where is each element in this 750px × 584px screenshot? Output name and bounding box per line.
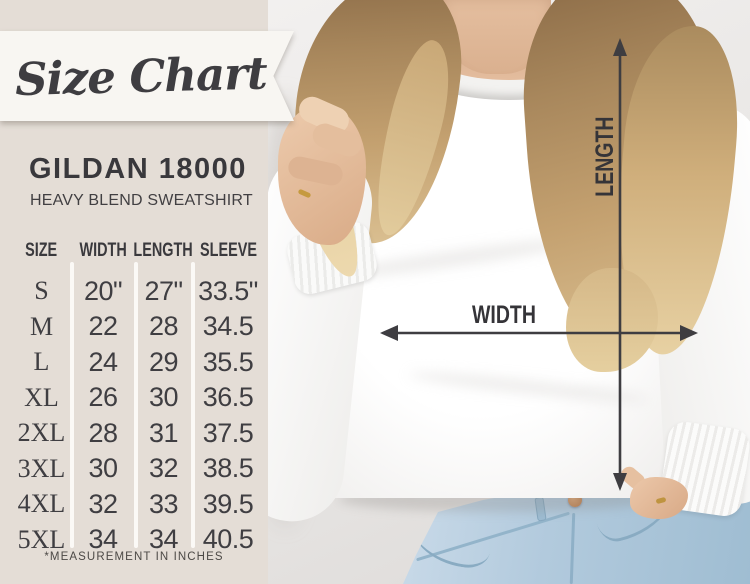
width-cell: 26 [88,382,118,413]
ribbon-shape: Size Chart [0,31,294,121]
page-title: Size Chart [14,46,268,106]
model-hair-ends [566,268,658,372]
table-column-divider [191,262,195,548]
sleeve-cell: 38.5 [202,453,254,484]
width-cell: 24 [88,346,118,377]
table-column-divider [70,262,74,548]
size-cell: S [34,276,49,306]
length-cell: 34 [148,524,179,555]
column-header-size: SIZE [25,240,58,261]
sleeve-cell: 36.5 [202,382,254,413]
sleeve-cell: 40.5 [202,524,254,555]
size-cell: 3XL [17,453,66,483]
width-arrow [380,325,698,341]
title-banner: Size Chart [0,31,294,121]
size-cell: M [29,311,54,341]
width-cell: 22 [88,311,118,342]
column-header-width: WIDTH [79,240,127,261]
size-cell: 2XL [17,418,66,448]
length-arrow [613,38,627,491]
length-cell: 32 [148,453,179,484]
sleeve-cell: 33.5" [198,275,258,306]
length-cell: 27" [144,275,183,306]
sleeve-cell: 37.5 [202,417,254,448]
length-cell: 28 [148,311,179,342]
product-name: GILDAN 18000 [29,153,247,185]
width-cell: 20" [83,275,123,306]
length-cell: 30 [148,382,179,413]
length-measurement-label: LENGTH [591,116,619,197]
sleeve-cell: 35.5 [202,346,254,377]
sleeve-cell: 34.5 [202,311,254,342]
size-cell: XL [24,382,59,412]
width-cell: 34 [88,524,118,555]
measurement-footnote: *MEASUREMENT IN INCHES [44,551,224,563]
column-header-length: LENGTH [133,240,194,261]
measurement-arrows [380,38,698,491]
product-photo: WIDTH LENGTH [268,0,750,584]
length-cell: 31 [148,417,179,448]
table-column-divider [134,262,138,548]
width-cell: 30 [88,453,118,484]
size-cell: L [33,347,50,377]
column-header-sleeve: SLEEVE [199,240,257,261]
width-cell: 32 [88,488,118,519]
size-table: SIZE WIDTH LENGTH SLEEVE S 20" 27" 33.5"… [12,238,264,558]
size-cell: 4XL [17,489,66,519]
length-cell: 29 [148,346,179,377]
width-cell: 28 [88,417,118,448]
size-cell: 5XL [17,524,66,554]
product-subtitle: HEAVY BLEND SWEATSHIRT [30,192,253,209]
sleeve-cell: 39.5 [202,488,254,519]
length-cell: 33 [148,488,179,519]
